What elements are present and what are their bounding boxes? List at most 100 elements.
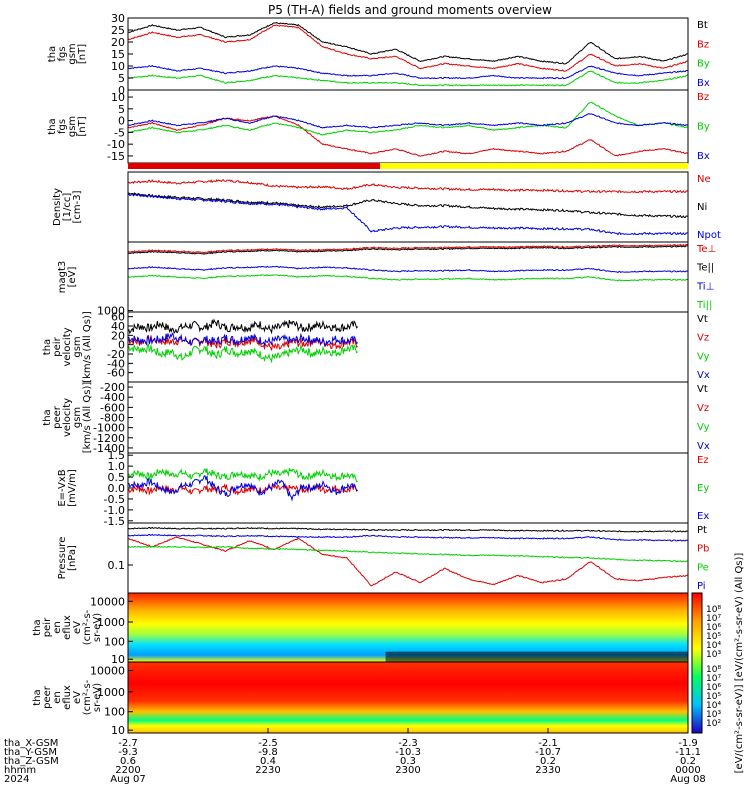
spectrogram-noise-band (385, 651, 688, 662)
colorbar-tick-label: 10⁷ (706, 674, 721, 684)
series-line-fgs-gsm-components-1 (127, 101, 689, 136)
series-line-temperature-2 (127, 265, 688, 274)
legend-entry: Vy (697, 351, 710, 362)
y-tick-label: -10 (107, 138, 125, 151)
series-line-pressure-2 (127, 545, 689, 563)
x-tick-label: 0.3 (400, 756, 416, 767)
y-axis-label: sr-eV) (92, 613, 103, 642)
y-axis-label: gsm (67, 43, 78, 64)
legend-entry: Ex (697, 511, 709, 522)
colorbar: 10⁸10⁷10⁶10⁵10⁴10³10⁸10⁷10⁶10⁵10⁴10³10²[… (691, 553, 745, 773)
y-axis-label: [nPa] (67, 545, 78, 571)
legend-entry: Vt (697, 384, 708, 395)
y-tick-label: 10 (111, 60, 125, 73)
y-axis-label: [nT] (77, 116, 88, 136)
panel-peer-en-eflux: 10000 1000 100 10 tha peer en eflux eV (cm²-s-sr-… (32, 661, 689, 737)
y-tick-label: 1.0 (108, 460, 126, 473)
legend-entry: Te|| (696, 263, 714, 274)
y-tick-label: -1.5 (104, 515, 125, 528)
colorbar-tick-label: 10³ (706, 710, 721, 720)
x-tick-label: -2.7 (118, 738, 138, 749)
series-line-fgs-gsm-total-1 (127, 24, 689, 72)
series-line-fgs-gsm-total-2 (127, 70, 689, 87)
legend-entry: Vx (697, 370, 710, 381)
spectrogram-image (128, 593, 688, 662)
colorbar-tick-label: 10⁵ (706, 692, 721, 702)
y-tick-label: 20 (111, 36, 125, 49)
x-tick-label: 0.4 (260, 756, 276, 767)
y-tick-label: -400 (100, 391, 125, 404)
series-line-temperature-1 (127, 245, 688, 255)
legend-entry: Vy (697, 422, 710, 433)
x-tick-label: -2.5 (258, 738, 278, 749)
y-tick-label: 10 (111, 653, 125, 666)
y-tick-label: -5 (114, 126, 125, 139)
y-axis-label: gsm (72, 407, 83, 428)
y-axis-label: velocity (62, 327, 73, 366)
x-tick-label: -9.3 (118, 747, 138, 758)
legend-entry: Ez (697, 455, 709, 466)
series-line-temperature-0 (127, 243, 688, 254)
x-tick-label: 0.2 (680, 756, 696, 767)
x-tick-label: Aug 08 (670, 774, 705, 785)
y-axis-label: eflux (62, 615, 73, 640)
colorbar-tick-label: 10⁵ (706, 632, 721, 642)
legend-entry: Npot (697, 230, 721, 241)
legend-entry: Ti|| (696, 300, 712, 311)
series-line-pressure-3 (127, 533, 688, 542)
y-tick-label: -600 (100, 401, 125, 414)
x-tick-label: -10.7 (535, 747, 561, 758)
legend-entry: By (697, 59, 710, 70)
legend-entry: Pt (697, 525, 707, 536)
y-axis-label: sr-eV) (92, 683, 103, 712)
series-line-peir-velocity-3 (127, 332, 359, 347)
series-line-pressure-1 (127, 536, 688, 587)
y-axis-label: [eV] (67, 267, 78, 288)
colorbar-tick-label: 10⁸ (706, 605, 721, 615)
colorbar-tick-label: 10⁴ (706, 641, 721, 651)
panel-pressure: 0.1 Pressure [nPa] Pt Pb Pe Pi (57, 522, 709, 594)
y-tick-label: 0 (118, 84, 125, 97)
legend-entry: Ni (697, 202, 707, 213)
y-tick-label: 10 (111, 91, 125, 104)
y-axis-label: peer (42, 685, 53, 709)
legend-entry: Te⊥ (696, 244, 716, 255)
legend-entry: Vz (697, 333, 709, 344)
y-axis-label: (cm²-s- (82, 609, 93, 645)
series-line-e-field-0 (127, 482, 358, 496)
x-tick-label: 0.6 (120, 756, 136, 767)
y-tick-label: -1200 (93, 432, 125, 445)
y-axis-label: magt3 (57, 261, 68, 294)
y-axis-label: tha (32, 619, 43, 635)
x-tick-label: 2230 (255, 765, 280, 776)
panel-temperature: 1000 magt3 [eV] Te⊥ Te|| Ti⊥ Ti|| (57, 241, 716, 318)
y-tick-label: 1000 (97, 305, 125, 318)
legend-entry: Vt (697, 314, 708, 325)
y-axis-label: gsm (72, 336, 83, 357)
series-line-peir-velocity-0 (127, 318, 359, 335)
y-tick-label: -60 (107, 367, 125, 380)
y-tick-label: 30 (111, 12, 125, 25)
x-row-label: tha_Z-GSM (4, 756, 59, 767)
panel-e-field: 1.51.00.50.0-0.5-1.0-1.5 E=-VxB [mV/m] Ez Ey… (57, 449, 709, 528)
y-tick-label: -40 (107, 357, 125, 370)
y-axis-label: eV (72, 621, 83, 634)
y-tick-label: 1000 (97, 686, 125, 699)
y-axis-label: en (52, 621, 63, 634)
panel-peir-en-eflux: 10000 1000 100 10 tha peir en eflux eV (cm²-s-sr-… (32, 592, 689, 666)
x-tick-label: 2330 (535, 765, 560, 776)
y-tick-label: 1.5 (108, 449, 126, 462)
y-tick-label: -800 (100, 412, 125, 425)
x-row-label: 2024 (4, 774, 29, 785)
y-axis-label: eV (72, 691, 83, 704)
y-axis-label: fgs (57, 119, 68, 134)
y-axis-label: tha (42, 339, 53, 355)
y-axis-label: gsm (67, 116, 78, 137)
legend-entry: Bz (697, 92, 709, 103)
y-tick-label: 25 (111, 24, 125, 37)
series-line-density-2 (128, 193, 688, 236)
